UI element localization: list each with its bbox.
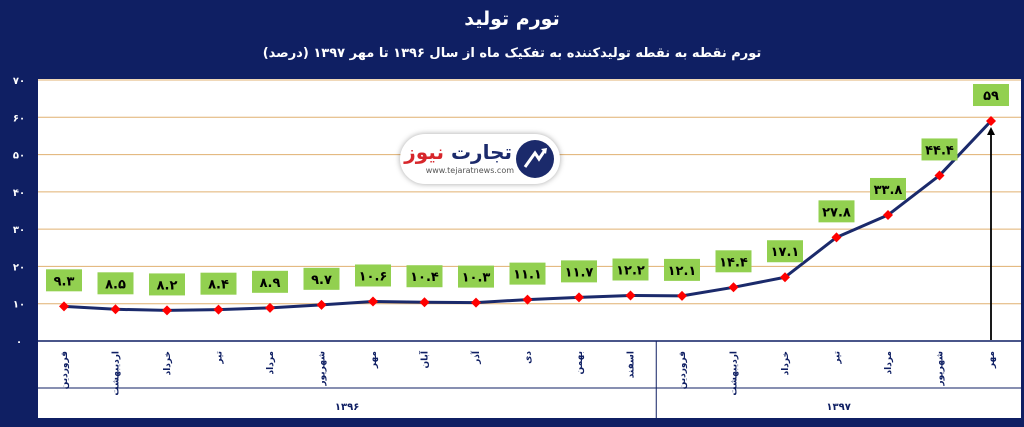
logo-mark-icon [516,140,554,178]
y-tick-label: ۱۰ [13,300,25,311]
data-label: ۹.۷ [311,273,332,288]
data-label: ۱۰.۴ [410,270,439,285]
data-label: ۸.۹ [260,276,281,291]
x-tick-label: آبان [419,350,431,368]
data-label-box [973,84,1009,107]
x-tick-label: اسفند [627,351,637,378]
x-tick-label: فروردین [678,351,688,389]
data-label-box [561,260,597,283]
data-label-box [767,240,803,263]
data-label-box [509,262,546,285]
tejaratnews-logo: تجارت نیوز www.tejaratnews.com [400,134,560,184]
data-label-box [252,270,288,293]
data-label: ۱۰.۶ [359,269,388,284]
x-tick-label: فروردین [60,351,70,389]
data-point [780,272,790,283]
y-tick-label: ۰ [16,337,22,348]
data-label: ۲۷.۸ [822,205,851,220]
data-label: ۹.۳ [54,274,75,289]
data-label-box [818,200,855,223]
data-point [59,301,69,312]
data-label-box [406,265,443,288]
data-label: ۱۲.۱ [668,264,697,279]
x-tick-label: تیر [833,351,843,365]
x-tick-label: بهمن [575,351,585,374]
data-label-box [458,265,494,288]
data-label-box [46,269,82,292]
year-label: ۱۳۹۷ [826,402,850,413]
data-label-box [664,258,700,281]
logo-name-main: تجارت [450,140,512,164]
logo-wordmark: تجارت نیوز [404,140,512,164]
data-point [162,305,172,316]
data-point [883,209,893,220]
data-label: ۱۱.۱ [513,268,542,283]
x-tick-label: دی [524,351,534,364]
x-tick-label: شهریور [936,351,946,387]
x-tick-label: تیر [215,351,225,365]
logo-url: www.tejaratnews.com [425,166,514,175]
data-label: ۸.۲ [157,278,178,293]
y-tick-label: ۷۰ [13,76,25,87]
chart-subtitle: تورم نقطه به نقطه تولیدکننده به تفکیک ما… [262,46,762,61]
data-point [265,302,275,313]
data-label-box [715,250,752,273]
data-label-box [303,267,340,290]
x-tick-label: مهر [987,351,997,369]
logo-name-accent: نیوز [404,140,444,164]
y-tick-label: ۳۰ [13,225,25,236]
data-label-box [97,272,134,295]
y-tick-label: ۴۰ [13,188,25,199]
data-point [316,299,327,310]
x-tick-label: خرداد [163,351,173,375]
highlight-arrowhead [987,127,995,136]
data-label-box [355,264,391,287]
data-label: ۱۰.۳ [462,271,491,286]
data-point [213,304,224,315]
data-point [574,292,584,303]
x-tick-label: مرداد [266,351,276,375]
data-label-box [612,258,649,281]
y-tick-label: ۶۰ [13,113,25,124]
data-point [110,304,121,315]
y-tick-label: ۲۰ [13,262,25,273]
data-point [522,294,533,305]
data-point [471,297,481,308]
data-label: ۳۳.۸ [874,183,903,198]
year-label: ۱۳۹۶ [335,402,359,413]
data-label-box [200,272,237,295]
x-tick-label: شهریور [318,351,328,387]
data-point [728,282,739,293]
data-label: ۱۱.۷ [565,265,594,280]
data-point [934,170,945,181]
x-tick-label: اردیبهشت [730,351,740,396]
data-point [831,232,842,243]
chart-title: تورم تولید [464,8,560,30]
data-label-box [149,273,185,296]
data-label-box [870,177,906,200]
data-label: ۸.۴ [208,278,229,293]
x-tick-label: مهر [369,351,379,369]
data-point [677,290,687,301]
data-label: ۱۲.۲ [616,264,645,279]
x-tick-label: مرداد [884,351,894,375]
data-label-box [921,138,958,161]
x-tick-label: خرداد [781,351,791,375]
data-label: ۸.۵ [105,277,126,292]
data-label: ۱۷.۱ [771,245,800,260]
data-label: ۴۴.۴ [925,143,954,158]
data-point [368,296,378,307]
x-tick-label: اردیبهشت [112,351,122,396]
x-tick-label: آذر [470,350,482,365]
y-tick-label: ۵۰ [13,151,25,162]
data-point [419,297,430,308]
data-label: ۵۹ [983,89,999,104]
data-point [625,290,636,301]
data-label: ۱۴.۴ [719,255,748,270]
data-point [986,116,996,127]
